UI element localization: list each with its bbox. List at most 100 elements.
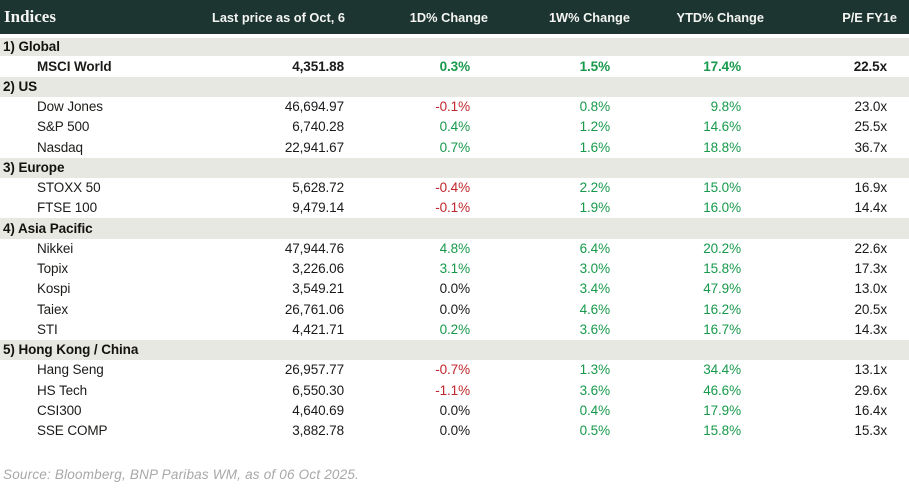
change-1w: 0.4% xyxy=(579,402,610,418)
pe-fy1e: 17.3x xyxy=(854,261,887,277)
last-price: 4,421.71 xyxy=(292,321,344,337)
change-ytd: 46.6% xyxy=(703,382,741,398)
change-1d: 0.0% xyxy=(439,301,470,317)
change-1d: 3.1% xyxy=(439,261,470,277)
change-ytd: 15.8% xyxy=(703,261,741,277)
change-1w: 4.6% xyxy=(579,301,610,317)
change-1d: 0.0% xyxy=(439,423,470,439)
index-row: SSE COMP 3,882.78 0.0% 0.5% 15.8% 15.3x xyxy=(0,421,909,441)
index-row: Nasdaq 22,941.67 0.7% 1.6% 18.8% 36.7x xyxy=(0,137,909,157)
pe-fy1e: 25.5x xyxy=(854,119,887,135)
index-name: STI xyxy=(37,321,58,337)
column-header-1w-change: 1W% Change xyxy=(490,0,632,38)
index-row: MSCI World 4,351.88 0.3% 1.5% 17.4% 22.5x xyxy=(0,56,909,76)
header-row: Indices Last price as of Oct, 6 1D% Chan… xyxy=(0,0,909,38)
index-row: HS Tech 6,550.30 -1.1% 3.6% 46.6% 29.6x xyxy=(0,380,909,400)
change-1w: 1.3% xyxy=(579,362,610,378)
column-header-ytd-change: YTD% Change xyxy=(632,0,766,38)
change-1w: 3.0% xyxy=(579,261,610,277)
table-title: Indices xyxy=(0,0,208,38)
pe-fy1e: 29.6x xyxy=(854,382,887,398)
section-label: 3) Europe xyxy=(0,157,909,178)
section-label: 1) Global xyxy=(0,36,909,57)
index-name: Hang Seng xyxy=(37,362,104,378)
last-price: 3,226.06 xyxy=(292,261,344,277)
change-1w: 6.4% xyxy=(579,240,610,256)
change-ytd: 14.6% xyxy=(703,119,741,135)
change-ytd: 16.2% xyxy=(703,301,741,317)
index-name: Nikkei xyxy=(37,240,74,256)
pe-fy1e: 14.3x xyxy=(854,321,887,337)
change-1w: 3.4% xyxy=(579,281,610,297)
change-1d: 0.3% xyxy=(439,58,470,74)
change-1d: 0.2% xyxy=(439,321,470,337)
index-name: STOXX 50 xyxy=(37,180,101,196)
change-1d: 0.4% xyxy=(439,119,470,135)
change-1w: 2.2% xyxy=(579,180,610,196)
section-row: 5) Hong Kong / China xyxy=(0,339,909,360)
last-price: 6,740.28 xyxy=(292,119,344,135)
last-price: 6,550.30 xyxy=(292,382,344,398)
last-price: 26,957.77 xyxy=(284,362,344,378)
pe-fy1e: 22.6x xyxy=(854,240,887,256)
change-ytd: 15.0% xyxy=(703,180,741,196)
last-price: 3,882.78 xyxy=(292,423,344,439)
last-price: 4,351.88 xyxy=(292,58,344,74)
change-1d: -0.7% xyxy=(435,362,470,378)
index-row: Kospi 3,549.21 0.0% 3.4% 47.9% 13.0x xyxy=(0,279,909,299)
section-label: 5) Hong Kong / China xyxy=(0,339,909,360)
table-header: Indices Last price as of Oct, 6 1D% Chan… xyxy=(0,0,909,38)
last-price: 5,628.72 xyxy=(292,180,344,196)
index-row: Taiex 26,761.06 0.0% 4.6% 16.2% 20.5x xyxy=(0,299,909,319)
index-row: STI 4,421.71 0.2% 3.6% 16.7% 14.3x xyxy=(0,320,909,340)
change-1w: 1.9% xyxy=(579,200,610,216)
last-price: 47,944.76 xyxy=(284,240,344,256)
section-label: 2) US xyxy=(0,76,909,97)
index-row: Nikkei 47,944.76 4.8% 6.4% 20.2% 22.6x xyxy=(0,239,909,259)
change-ytd: 18.8% xyxy=(703,139,741,155)
change-1d: -0.4% xyxy=(435,180,470,196)
change-ytd: 16.7% xyxy=(703,321,741,337)
section-label: 4) Asia Pacific xyxy=(0,218,909,239)
pe-fy1e: 14.4x xyxy=(854,200,887,216)
index-name: Dow Jones xyxy=(37,99,103,115)
change-1d: 0.7% xyxy=(439,139,470,155)
change-1d: -1.1% xyxy=(435,382,470,398)
change-1w: 1.5% xyxy=(579,58,610,74)
indices-table: Indices Last price as of Oct, 6 1D% Chan… xyxy=(0,0,909,441)
index-name: HS Tech xyxy=(37,382,88,398)
last-price: 22,941.67 xyxy=(284,139,344,155)
index-name: Taiex xyxy=(37,301,69,317)
pe-fy1e: 13.1x xyxy=(854,362,887,378)
change-1w: 3.6% xyxy=(579,382,610,398)
section-row: 1) Global xyxy=(0,36,909,57)
change-1d: -0.1% xyxy=(435,99,470,115)
section-row: 2) US xyxy=(0,76,909,97)
pe-fy1e: 20.5x xyxy=(854,301,887,317)
index-name: Kospi xyxy=(37,281,71,297)
last-price: 9,479.14 xyxy=(292,200,344,216)
index-name: S&P 500 xyxy=(37,119,90,135)
last-price: 46,694.97 xyxy=(284,99,344,115)
index-name: Topix xyxy=(37,261,69,277)
index-name: CSI300 xyxy=(37,402,82,418)
section-row: 4) Asia Pacific xyxy=(0,218,909,239)
pe-fy1e: 15.3x xyxy=(854,423,887,439)
last-price: 4,640.69 xyxy=(292,402,344,418)
index-name: Nasdaq xyxy=(37,139,83,155)
index-row: CSI300 4,640.69 0.0% 0.4% 17.9% 16.4x xyxy=(0,401,909,421)
index-row: Dow Jones 46,694.97 -0.1% 0.8% 9.8% 23.0x xyxy=(0,97,909,117)
pe-fy1e: 13.0x xyxy=(854,281,887,297)
index-row: Hang Seng 26,957.77 -0.7% 1.3% 34.4% 13.1x xyxy=(0,360,909,380)
change-1d: 0.0% xyxy=(439,281,470,297)
change-1w: 1.6% xyxy=(579,139,610,155)
change-ytd: 16.0% xyxy=(703,200,741,216)
source-note: Source: Bloomberg, BNP Paribas WM, as of… xyxy=(3,467,360,482)
pe-fy1e: 36.7x xyxy=(854,139,887,155)
column-header-pe-fy1e: P/E FY1e xyxy=(766,0,909,38)
change-ytd: 17.9% xyxy=(703,402,741,418)
change-ytd: 9.8% xyxy=(710,99,741,115)
index-name: SSE COMP xyxy=(37,423,108,439)
pe-fy1e: 16.4x xyxy=(854,402,887,418)
index-name: FTSE 100 xyxy=(37,200,97,216)
